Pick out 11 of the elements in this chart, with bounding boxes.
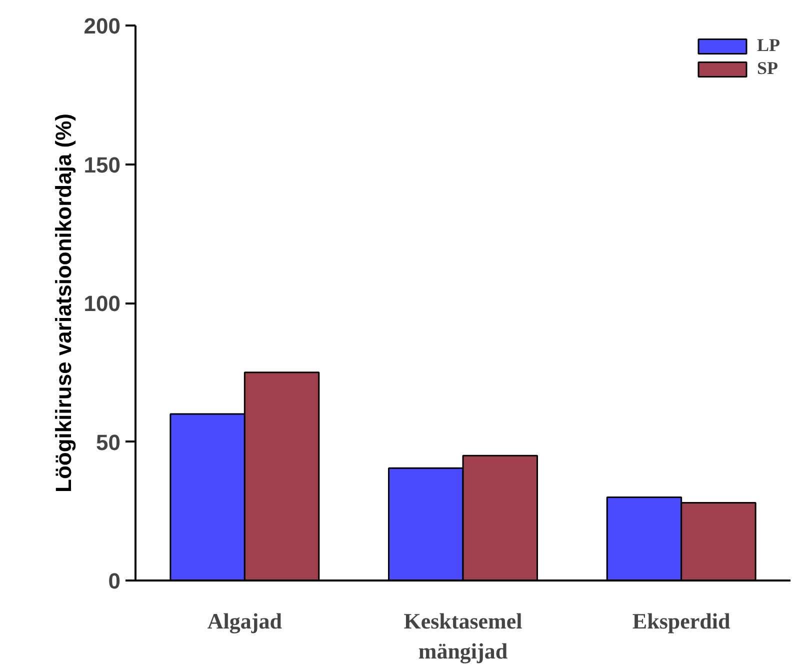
x-tick-label: Algajad [207, 608, 282, 634]
legend-label: LP [756, 35, 780, 56]
x-tick-label: Eksperdid [632, 608, 730, 634]
y-tick-label: 0 [108, 568, 121, 594]
y-tick-label: 50 [96, 430, 121, 455]
x-tick-label: Kesktasemel mängijad [404, 608, 522, 664]
y-tick-label: 200 [84, 14, 121, 38]
legend-label: SP [756, 58, 778, 79]
y-tick-label: 100 [84, 291, 121, 316]
y-tick-label: 150 [84, 152, 121, 178]
y-axis-title: Löögikiiruse variatsioonikordaja (%) [50, 114, 76, 492]
